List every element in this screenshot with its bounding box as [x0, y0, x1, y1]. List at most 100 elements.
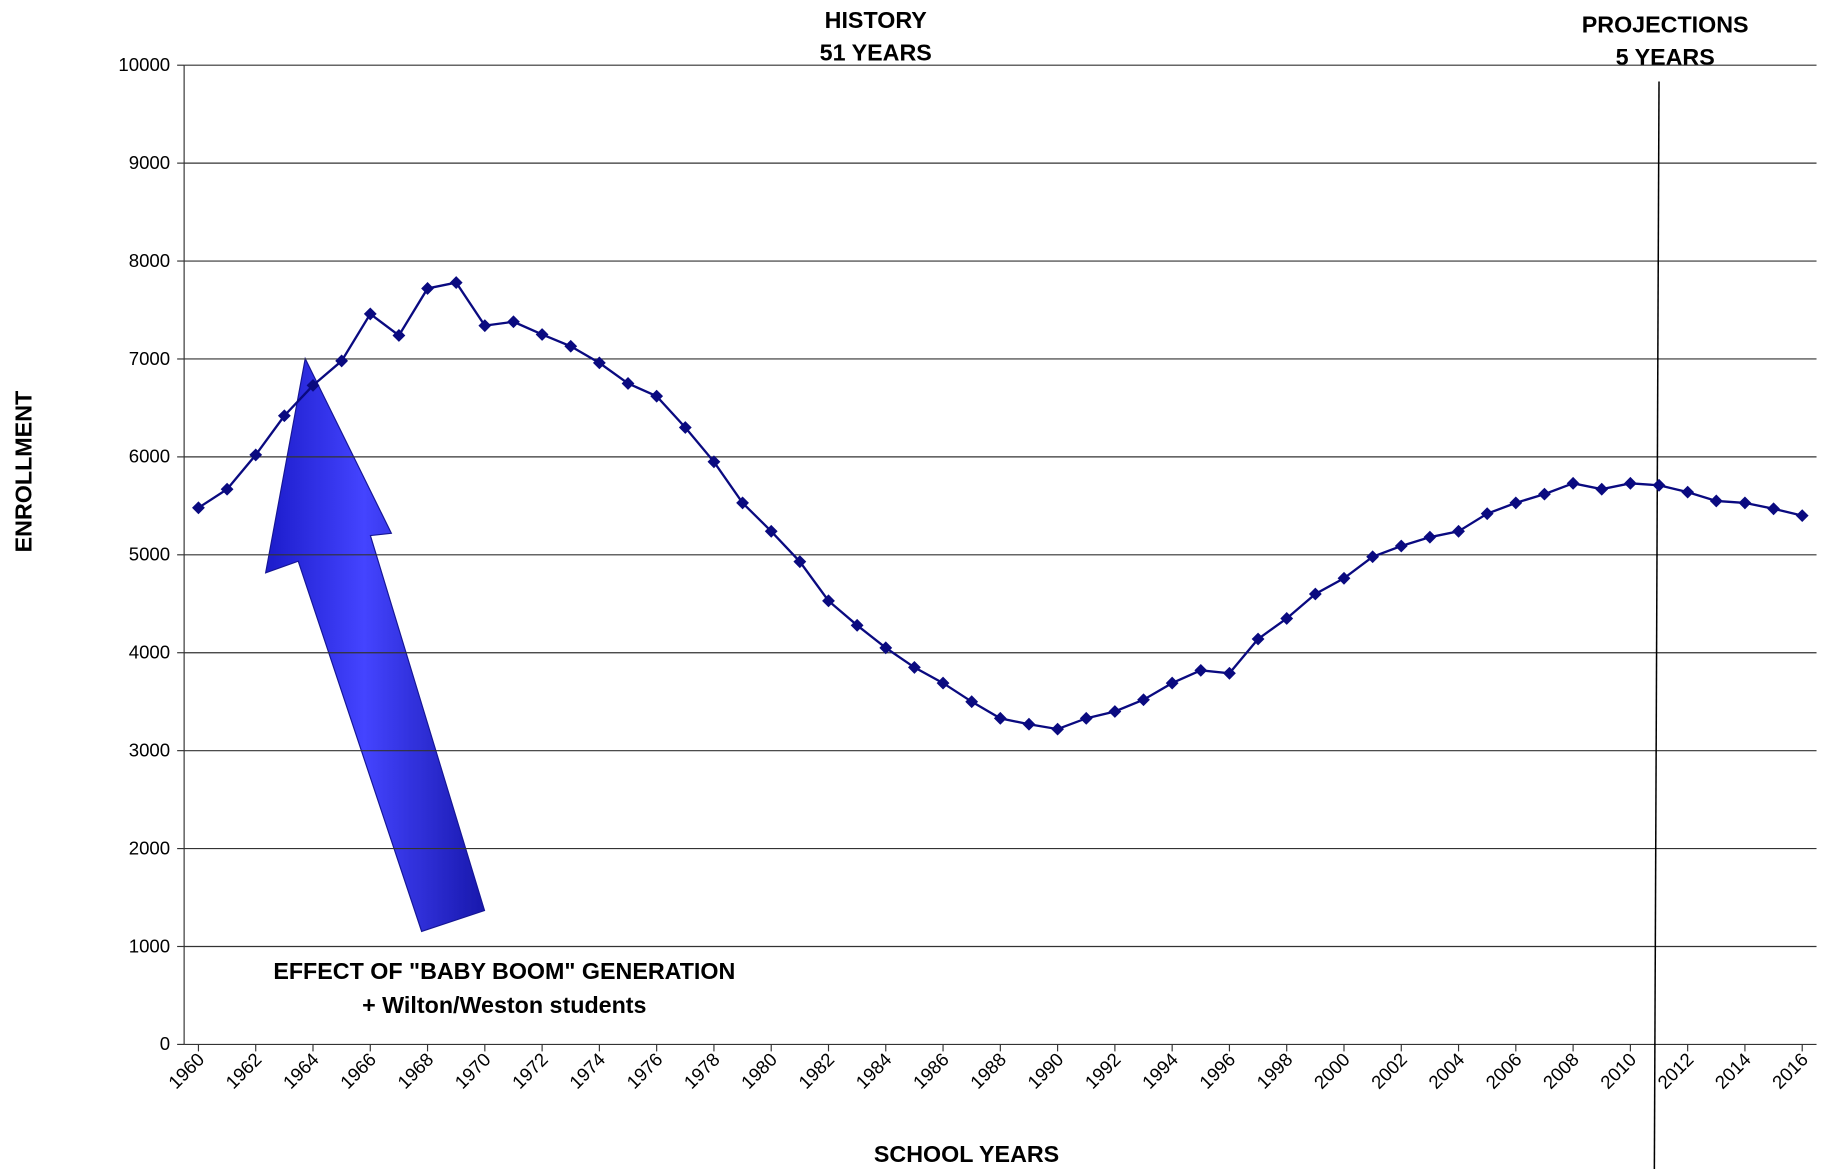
annotation: PROJECTIONS: [1582, 12, 1749, 38]
data-point: [478, 319, 492, 333]
data-point: [678, 421, 692, 434]
data-point: [936, 676, 950, 690]
data-point: [220, 482, 234, 496]
data-point: [1767, 502, 1780, 516]
projection-divider: [1653, 81, 1660, 1169]
x-tick-label: 1996: [1195, 1049, 1239, 1093]
annotation: HISTORY: [825, 7, 928, 33]
data-point: [1423, 530, 1437, 544]
data-point: [1022, 717, 1036, 731]
data-point: [449, 276, 463, 289]
data-point: [1652, 478, 1666, 492]
data-point: [1709, 494, 1723, 508]
x-tick-label: 2006: [1482, 1049, 1526, 1093]
x-tick-label: 1978: [680, 1049, 724, 1093]
data-point: [535, 328, 549, 341]
y-tick-label: 5000: [129, 544, 170, 565]
data-point: [1280, 612, 1294, 625]
x-tick-label: 1972: [508, 1049, 552, 1093]
x-tick-label: 1980: [737, 1049, 781, 1093]
y-tick-label: 6000: [129, 446, 170, 467]
data-point: [421, 282, 434, 295]
x-axis-label: SCHOOL YEARS: [874, 1141, 1059, 1167]
data-point: [1137, 693, 1150, 707]
data-point: [1538, 487, 1551, 501]
data-point: [1337, 571, 1351, 585]
data-point: [1194, 663, 1208, 677]
y-tick-label: 4000: [129, 642, 170, 663]
data-point: [1308, 587, 1322, 601]
y-tick-label: 10000: [118, 54, 170, 75]
data-point: [507, 315, 520, 329]
data-point: [1452, 524, 1465, 538]
x-tick-label: 2014: [1711, 1049, 1755, 1093]
annotation: + Wilton/Weston students: [362, 992, 646, 1018]
data-point: [993, 711, 1007, 725]
data-point: [621, 377, 635, 390]
data-point: [822, 594, 835, 608]
x-tick-label: 1998: [1252, 1049, 1296, 1093]
data-point: [1509, 496, 1523, 510]
data-point: [335, 354, 349, 368]
x-tick-label: 1962: [221, 1049, 265, 1093]
x-tick-label: 1976: [622, 1049, 666, 1093]
data-point: [1480, 507, 1494, 521]
y-tick-label: 2000: [129, 837, 170, 858]
y-tick-label: 0: [160, 1033, 170, 1054]
x-tick-label: 1966: [336, 1049, 380, 1093]
x-tick-label: 2016: [1768, 1049, 1812, 1093]
data-point: [1366, 550, 1380, 564]
x-tick-label: 2012: [1653, 1049, 1697, 1093]
y-tick-label: 9000: [129, 152, 170, 173]
x-tick-label: 2000: [1310, 1049, 1354, 1093]
x-tick-label: 2008: [1539, 1049, 1583, 1093]
annotation: 5 YEARS: [1616, 44, 1715, 70]
x-tick-label: 1960: [164, 1049, 208, 1093]
annotation: EFFECT OF "BABY BOOM" GENERATION: [273, 958, 735, 984]
x-tick-label: 2004: [1424, 1049, 1468, 1093]
x-tick-label: 1982: [794, 1049, 838, 1093]
x-tick-label: 1984: [851, 1049, 895, 1093]
series-line: [197, 281, 1803, 731]
data-point: [1795, 509, 1809, 523]
data-point: [192, 501, 205, 515]
data-point: [592, 356, 606, 370]
data-point: [392, 329, 406, 342]
data-point: [1223, 666, 1236, 680]
x-tick-label: 1968: [393, 1049, 437, 1093]
data-point: [1108, 705, 1122, 718]
data-point: [793, 555, 807, 569]
x-tick-label: 1974: [565, 1049, 609, 1093]
x-tick-label: 2010: [1596, 1049, 1640, 1093]
data-point: [1623, 476, 1637, 490]
data-point: [879, 641, 893, 655]
x-tick-label: 1964: [279, 1049, 323, 1093]
y-tick-label: 1000: [129, 935, 170, 956]
data-point: [850, 618, 864, 632]
y-tick-label: 8000: [129, 250, 170, 271]
y-axis-label: ENROLLMENT: [11, 391, 37, 553]
data-point: [1051, 722, 1065, 736]
data-point: [1595, 482, 1609, 496]
data-point: [736, 496, 749, 510]
data-point: [965, 695, 979, 709]
data-point: [1251, 632, 1265, 646]
y-tick-label: 3000: [129, 739, 170, 760]
data-point: [1738, 496, 1752, 510]
data-point: [1394, 539, 1408, 553]
x-tick-label: 1992: [1081, 1049, 1125, 1093]
y-tick-label: 7000: [129, 348, 170, 369]
annotation: 51 YEARS: [820, 40, 932, 66]
x-tick-label: 1986: [909, 1049, 953, 1093]
x-tick-label: 1990: [1023, 1049, 1067, 1093]
x-tick-label: 1970: [451, 1049, 495, 1093]
data-point: [650, 389, 664, 403]
data-point: [1165, 676, 1179, 690]
data-point: [564, 339, 578, 353]
data-point: [1566, 476, 1580, 490]
data-point: [1079, 711, 1093, 725]
x-tick-label: 1994: [1138, 1049, 1182, 1093]
data-point: [908, 661, 921, 674]
